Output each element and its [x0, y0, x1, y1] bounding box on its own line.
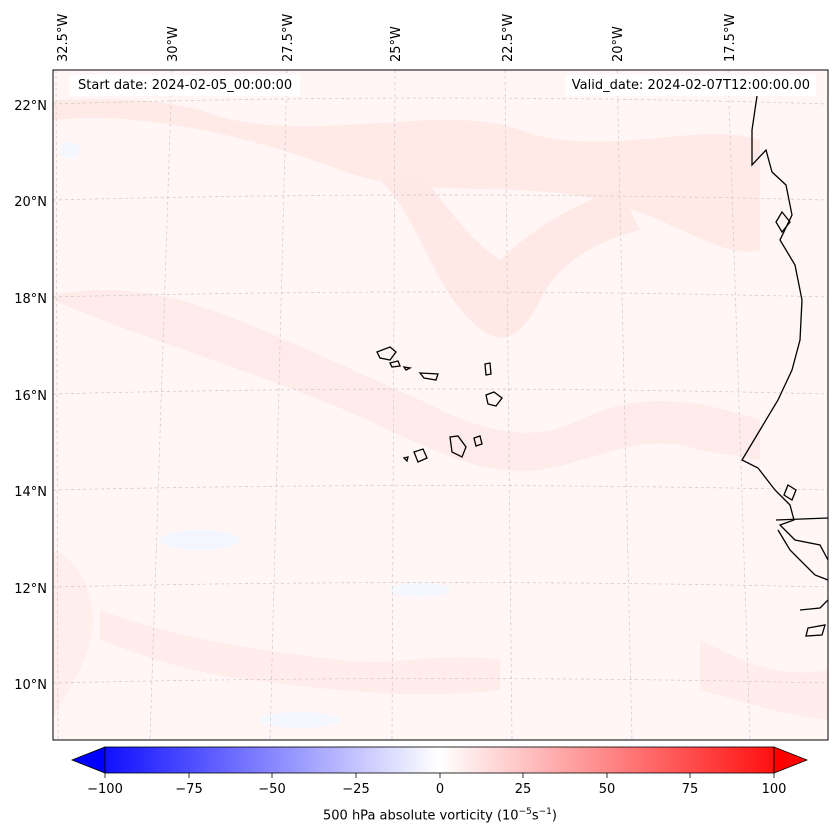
lon-label: 27.5°W: [281, 14, 296, 62]
colorbar-tick: 0: [436, 782, 444, 797]
valid-date-label: Valid_date: 2024-02-07T12:00:00.00: [565, 75, 816, 96]
start-date-label: Start date: 2024-02-05_00:00:00: [70, 75, 301, 96]
graticule: [53, 70, 828, 740]
colorbar-tick: −75: [175, 782, 202, 797]
lat-label: 18°N: [14, 292, 47, 307]
latitude-labels: 22°N 20°N 18°N 16°N 14°N 12°N 10°N: [14, 99, 47, 693]
cape-verde-islands: [376, 346, 503, 463]
map-frame: [52, 69, 829, 741]
lat-label: 20°N: [14, 195, 47, 210]
colorbar-tick: 100: [762, 782, 787, 797]
colorbar-label-text: 500 hPa absolute vorticity (10: [323, 808, 519, 824]
vorticity-field: [53, 70, 828, 740]
coastline: [741, 95, 828, 637]
colorbar-tick: 50: [599, 782, 616, 797]
lon-label: 30°W: [166, 26, 181, 62]
colorbar-tick: −50: [258, 782, 285, 797]
colorbar-extend-low: [70, 746, 106, 774]
colorbar-tick: 75: [682, 782, 699, 797]
colorbar-tick: 25: [515, 782, 532, 797]
lat-label: 14°N: [14, 485, 47, 500]
lon-label: 17.5°W: [723, 14, 738, 62]
colorbar-extend-high: [773, 746, 809, 774]
lon-label: 25°W: [389, 26, 404, 62]
lat-label: 12°N: [14, 582, 47, 597]
colorbar-label: 500 hPa absolute vorticity (10−5s−1): [0, 807, 837, 823]
colorbar-gradient: [104, 746, 775, 774]
colorbar-label-unit: s: [531, 808, 539, 824]
longitude-labels: 32.5°W 30°W 27.5°W 25°W 22.5°W 20°W 17.5…: [56, 14, 738, 62]
colorbar-tick: −100: [87, 782, 123, 797]
colorbar-tick: −25: [342, 782, 369, 797]
lon-label: 20°W: [611, 26, 626, 62]
colorbar: −100 −75 −50 −25 0 25 50 75 100: [70, 746, 809, 797]
lat-label: 16°N: [14, 389, 47, 404]
colorbar-label-exponent: −1: [538, 807, 552, 817]
lon-label: 32.5°W: [56, 14, 71, 62]
lat-label: 22°N: [14, 99, 47, 114]
colorbar-label-exponent: −5: [518, 807, 532, 817]
colorbar-label-end: ): [551, 808, 557, 824]
lat-label: 10°N: [14, 678, 47, 693]
lon-label: 22.5°W: [501, 14, 516, 62]
